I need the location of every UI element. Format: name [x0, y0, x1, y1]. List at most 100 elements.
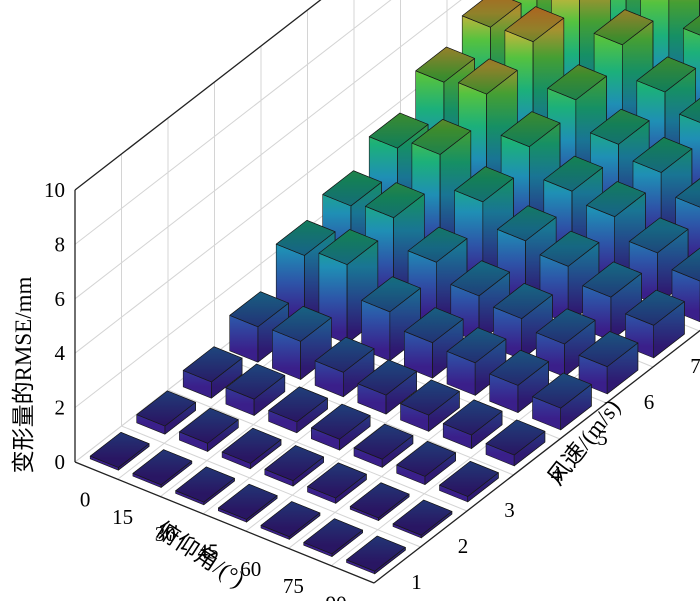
bar-45-5 [403, 307, 464, 379]
bar-75-5 [489, 349, 549, 413]
bar-top-shade [535, 308, 596, 345]
bar-top-shade [411, 119, 472, 155]
z-tick-label: 4 [55, 341, 66, 365]
bar-top-shade [504, 6, 565, 43]
bar-top-shade [132, 449, 193, 486]
bar-top-shade [400, 379, 460, 416]
bar-60-2 [307, 462, 367, 504]
bar-top-shade [136, 390, 196, 427]
bar-top-shade [314, 336, 375, 373]
bar-top-shade [500, 111, 561, 147]
bar-top-shade [589, 108, 650, 145]
bar-top-shade [493, 283, 553, 319]
y-tick-label: 2 [458, 534, 469, 558]
bar-30-3 [268, 386, 328, 434]
bar-top-shade [218, 483, 278, 520]
x-tick-label: 60 [240, 557, 261, 581]
bar-15-3 [225, 363, 286, 416]
bar-top-shade [628, 217, 689, 254]
bar-60-4 [400, 379, 460, 432]
bar-75-4 [442, 399, 503, 449]
x-tick-label: 90 [326, 591, 347, 601]
y-tick-label: 1 [411, 570, 422, 594]
bar-45-6 [450, 260, 510, 343]
gridline [121, 425, 421, 548]
bar-top-shade [442, 399, 503, 436]
z-axis-label: 变形量的RMSE/mm [11, 276, 36, 473]
bar-75-6 [535, 308, 596, 377]
bar-top-shade [260, 501, 321, 537]
bar-top-shade [275, 219, 336, 256]
bar-75-1 [303, 518, 363, 557]
bar-top-face [682, 14, 700, 36]
bar-top-shade [539, 230, 600, 267]
bar-top-shade [593, 9, 654, 46]
gridline [167, 389, 468, 512]
bar-top-shade [272, 306, 332, 342]
bar-45-3 [310, 403, 371, 451]
axis-frame-line [74, 0, 322, 191]
bar-top-shade [403, 307, 464, 344]
bar-top-shade [264, 445, 324, 482]
z-tick-label: 6 [55, 287, 66, 311]
axis-frame-line [373, 329, 700, 584]
bar-15-1 [132, 449, 193, 488]
bar-45-4 [357, 359, 417, 415]
bar-top-shade [229, 291, 289, 328]
bar-top-shade [671, 247, 700, 282]
bar-top-shade [407, 226, 468, 263]
bar-top-shade [303, 518, 363, 555]
bar-60-1 [260, 501, 321, 540]
x-tick-label: 75 [283, 574, 304, 598]
bar-top-shade [368, 112, 429, 149]
bar-top-shade [89, 431, 150, 468]
bar-top-shade [349, 482, 410, 519]
y-tick-label: 4 [551, 462, 562, 486]
bar-top-shade [485, 419, 546, 456]
x-axis-label: 俯仰角/(°) [151, 517, 248, 592]
bar-top-shade [625, 289, 685, 326]
z-tick-label: 2 [55, 396, 66, 420]
bar-top-shade [489, 349, 549, 386]
bar-top-shade [268, 386, 328, 423]
bar-75-2 [349, 482, 410, 521]
bar-90-4 [485, 419, 546, 467]
bar-top-shade [586, 181, 646, 217]
z-tick-label: 0 [55, 450, 66, 474]
bar-15-2 [179, 407, 239, 452]
x-tick-label: 30 [155, 522, 176, 546]
bar-90-3 [439, 461, 499, 503]
x-tick-label: 45 [198, 540, 219, 564]
bar-60-3 [353, 423, 414, 468]
axis-frame-line [74, 461, 375, 584]
bar-0-2 [136, 390, 196, 435]
bar-top-shade [450, 260, 510, 297]
bar-top-shade [682, 14, 700, 36]
axis-tick-labels: 02468100153045607590123456789101112 [44, 178, 700, 601]
bar-top-shade [175, 466, 235, 503]
bar-top-shade [318, 229, 379, 265]
bar-top-shade [307, 462, 367, 499]
bar-top-shade [179, 407, 239, 444]
bar-top-shade [225, 363, 286, 400]
bar-top-shade [446, 327, 507, 364]
bar-top-shade [221, 427, 282, 464]
bar-top-shade [496, 205, 557, 242]
bar-30-2 [221, 427, 282, 470]
y-tick-label: 6 [644, 390, 655, 414]
bar-top-shade [396, 441, 456, 477]
bar-top-shade [361, 276, 421, 313]
bar-0-4 [229, 291, 289, 363]
bar-90-2 [392, 499, 453, 539]
bar-top-shade [346, 535, 406, 572]
bar-top-shade [543, 155, 603, 192]
bar-75-3 [396, 441, 456, 485]
bar-top-shade [582, 261, 642, 298]
y-tick-label: 3 [504, 498, 515, 522]
bar-45-2 [264, 445, 324, 487]
bar-30-1 [175, 466, 235, 506]
y-tick-label: 7 [690, 354, 700, 378]
bar-top-shade [636, 56, 696, 93]
bar-top-shade [461, 0, 522, 28]
